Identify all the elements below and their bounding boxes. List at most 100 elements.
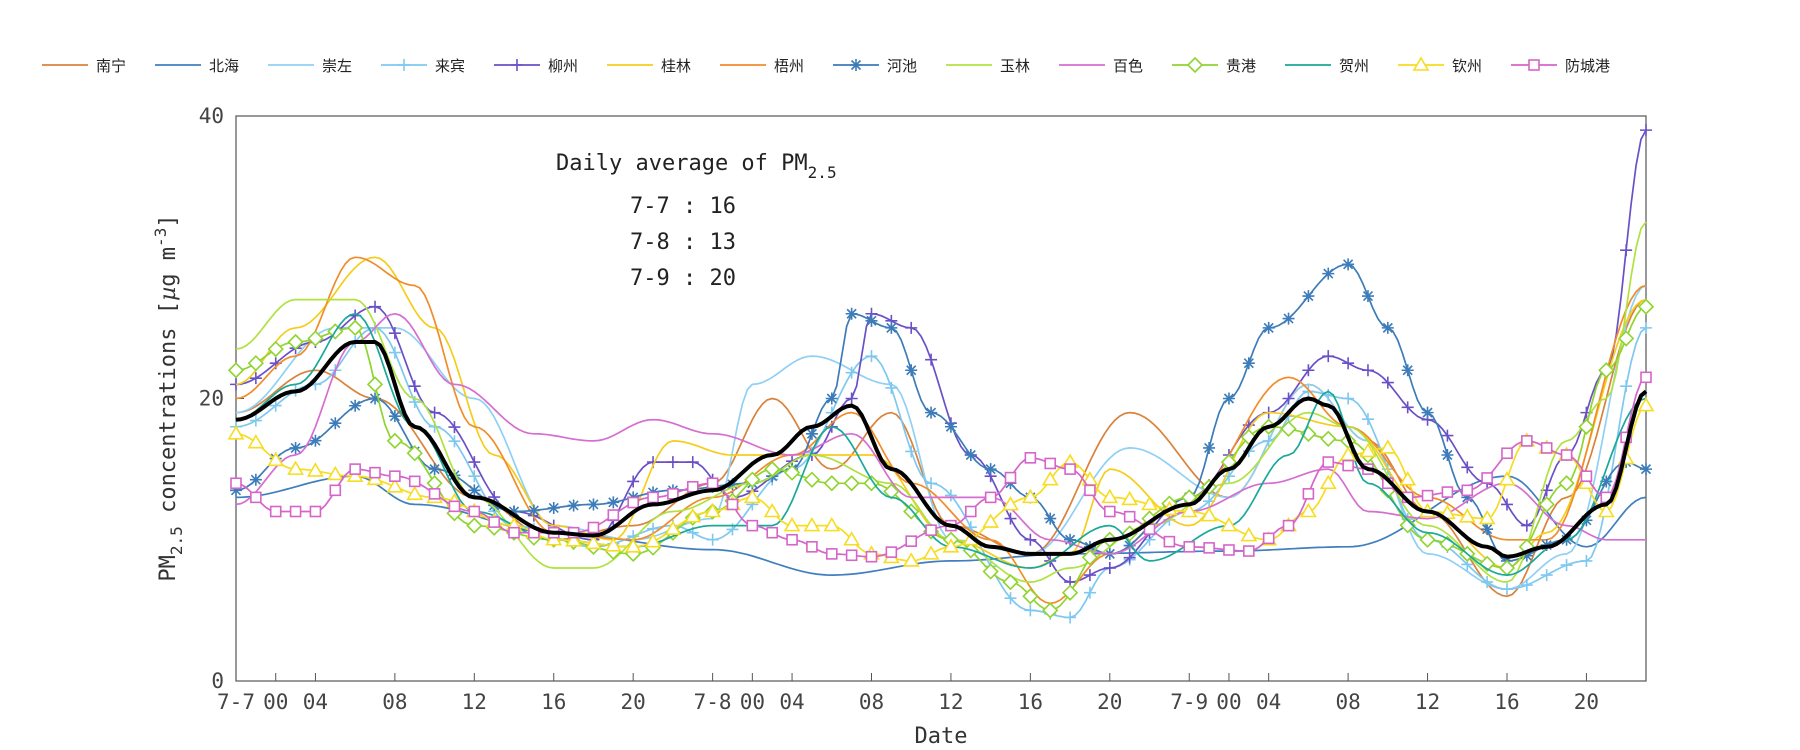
series-marker	[1580, 470, 1593, 482]
annotation-line-3: 7-9 : 20	[630, 266, 736, 291]
series-marker	[269, 505, 282, 518]
series-marker	[267, 451, 285, 467]
series-marker	[346, 467, 364, 482]
series-marker	[1104, 505, 1116, 518]
series-marker	[607, 496, 620, 509]
series-9	[235, 312, 1646, 555]
series-marker	[823, 475, 840, 492]
series-marker	[1498, 471, 1516, 486]
legend-marker	[398, 59, 410, 71]
series-marker	[287, 460, 304, 475]
series-marker	[1282, 312, 1295, 325]
x-tick-label: 12	[938, 690, 963, 714]
series-marker	[607, 509, 620, 521]
series-marker	[803, 471, 821, 488]
series-marker	[1342, 392, 1355, 405]
series-marker	[1342, 357, 1355, 370]
series-marker	[743, 488, 761, 504]
series-marker	[1319, 474, 1337, 490]
series-marker	[1441, 429, 1454, 442]
series-marker	[1500, 498, 1513, 511]
series-marker	[1500, 583, 1513, 596]
x-tick-label: 00	[1216, 690, 1241, 714]
series-line	[235, 129, 1647, 583]
y-tick-label: 0	[211, 669, 224, 693]
x-tick-label: 04	[303, 690, 328, 714]
series-marker	[925, 477, 938, 490]
series-marker	[567, 499, 580, 512]
series-marker	[1103, 562, 1116, 574]
series-marker	[307, 462, 324, 477]
legend-item: 南宁	[42, 57, 126, 75]
series-marker	[1004, 512, 1017, 525]
series-marker	[1597, 502, 1615, 518]
series-marker	[1458, 508, 1476, 523]
series-marker	[1637, 396, 1655, 412]
series-marker	[287, 333, 304, 351]
series-marker	[883, 483, 900, 500]
series-marker	[408, 380, 421, 393]
series-marker	[388, 327, 401, 340]
series-marker	[922, 545, 940, 560]
annotation-line-2: 7-8 : 13	[630, 230, 736, 255]
series-marker	[428, 406, 441, 419]
series-2	[235, 284, 1647, 591]
x-tick-label: 20	[1574, 690, 1599, 714]
series-marker	[386, 432, 404, 450]
series-marker	[964, 449, 977, 461]
series-marker	[766, 526, 778, 539]
series-marker	[1399, 471, 1417, 486]
series-marker	[982, 563, 999, 580]
series-marker	[369, 466, 381, 479]
legend-item: 梧州	[720, 57, 804, 75]
series-marker	[249, 473, 262, 486]
series-marker	[865, 550, 878, 563]
series-marker	[763, 502, 781, 518]
legend-item: 钦州	[1398, 56, 1482, 75]
series-marker	[1064, 533, 1077, 546]
series-marker	[1361, 413, 1374, 426]
series-marker	[1620, 244, 1633, 257]
series-marker	[1203, 542, 1215, 554]
legend-marker	[1528, 59, 1540, 71]
series-line	[235, 284, 1647, 591]
legend-label: 防城港	[1565, 57, 1610, 75]
series-marker	[1203, 441, 1216, 454]
series-marker	[1004, 471, 1017, 484]
series-marker	[1243, 545, 1255, 557]
x-tick-label: 04	[779, 690, 804, 714]
series-marker	[746, 519, 759, 532]
series-marker	[448, 469, 461, 482]
x-tick-label: 12	[1415, 690, 1440, 714]
series-marker	[647, 491, 659, 504]
series-marker	[1302, 488, 1315, 500]
series-marker	[585, 534, 602, 550]
legend-item: 玉林	[946, 57, 1030, 75]
series-marker	[249, 414, 262, 427]
series-marker	[925, 353, 938, 366]
series-marker	[1101, 488, 1119, 504]
legend-marker	[511, 59, 523, 71]
series-marker	[1421, 406, 1434, 419]
series-marker	[1501, 447, 1513, 460]
series-marker	[1180, 502, 1198, 518]
series-marker	[1121, 490, 1139, 506]
series-marker	[1399, 517, 1416, 534]
series-marker	[1242, 357, 1255, 370]
series-marker	[227, 362, 245, 379]
series-marker	[1359, 442, 1377, 458]
series-marker	[448, 421, 461, 434]
series-marker	[1300, 425, 1317, 442]
series-marker	[508, 526, 520, 539]
series-marker	[1064, 463, 1076, 475]
series-marker	[1401, 364, 1414, 377]
series-marker	[865, 350, 878, 363]
series-marker	[369, 300, 382, 313]
series-marker	[1083, 569, 1096, 582]
series-marker	[902, 552, 920, 567]
series-marker	[744, 471, 761, 488]
series-marker	[905, 535, 918, 547]
series-marker	[845, 307, 858, 320]
legend-label: 崇左	[322, 57, 352, 75]
series-marker	[1084, 484, 1096, 497]
